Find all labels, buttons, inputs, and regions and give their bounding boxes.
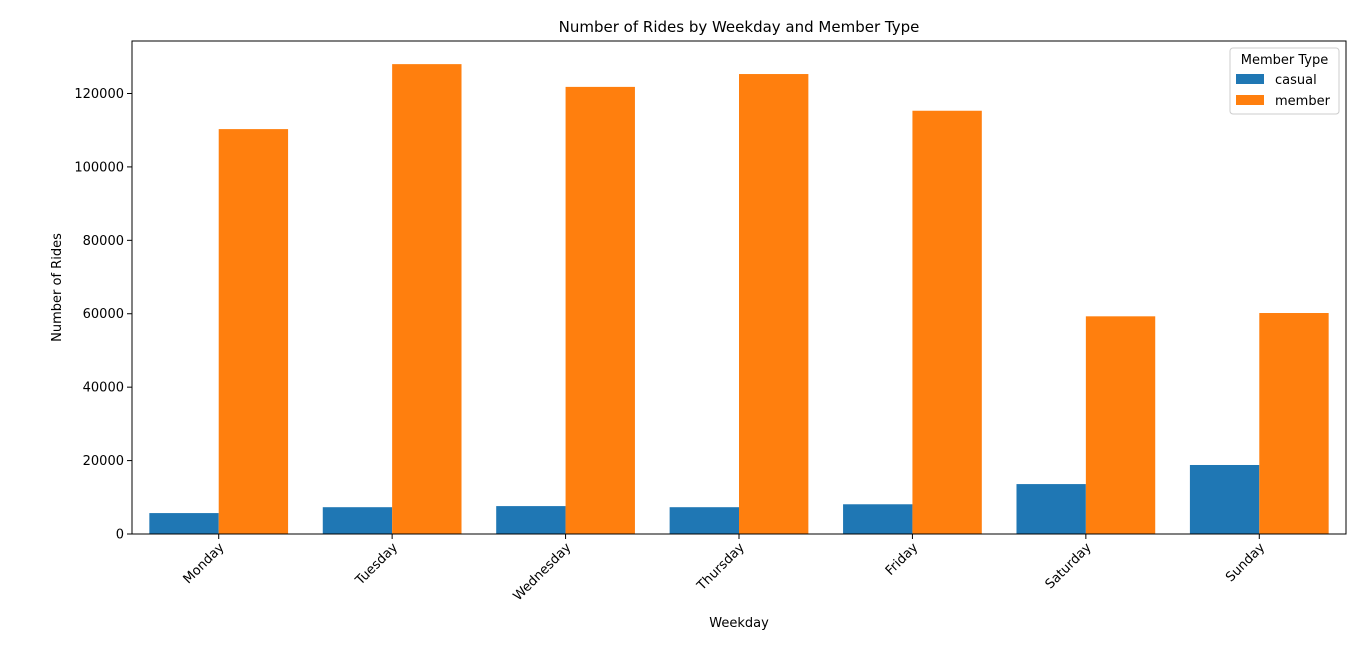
x-tick-label-thursday: Thursday (694, 540, 748, 594)
y-tick-label: 100000 (74, 160, 124, 175)
plot-frame (131, 40, 1347, 535)
y-tick-label: 40000 (83, 381, 124, 396)
bar-member-thursday (739, 74, 809, 534)
x-tick-label-wednesday: Wednesday (511, 540, 575, 604)
legend-label-member: member (1275, 94, 1331, 109)
bar-member-tuesday (392, 64, 462, 534)
bar-casual-monday (149, 513, 219, 534)
x-axis-label: Weekday (709, 616, 769, 631)
legend-items: casual member (1236, 73, 1331, 109)
bar-member-friday (912, 110, 982, 534)
y-tick-label: 60000 (83, 307, 124, 322)
y-tick-label: 0 (116, 528, 124, 543)
x-tick-label-monday: Monday (181, 540, 228, 587)
x-tick-label-friday: Friday (883, 540, 922, 579)
bar-member-saturday (1085, 316, 1156, 534)
chart-title: Number of Rides by Weekday and Member Ty… (559, 18, 920, 36)
bar-casual-sunday (1189, 464, 1260, 534)
bar-casual-tuesday (322, 507, 393, 534)
y-axis-label: Number of Rides (50, 233, 65, 342)
x-tick-label-sunday: Sunday (1223, 540, 1268, 585)
bar-member-wednesday (565, 86, 635, 534)
bar-casual-wednesday (496, 506, 566, 534)
y-tick-label: 80000 (83, 234, 124, 249)
bar-member-sunday (1259, 313, 1329, 534)
legend-title: Member Type (1241, 53, 1328, 68)
plot-area: 0 20000 40000 60000 80000 100000 120000 Monday T… (74, 64, 1329, 604)
bar-casual-saturday (1016, 484, 1086, 534)
legend-swatch-member (1236, 95, 1264, 105)
legend-label-casual: casual (1275, 73, 1317, 88)
legend: Member Type casual member (1229, 47, 1340, 115)
legend-swatch-casual (1236, 74, 1264, 84)
bar-casual-friday (843, 504, 913, 534)
bar-casual-thursday (669, 507, 739, 534)
x-tick-label-saturday: Saturday (1043, 540, 1095, 592)
y-tick-label: 120000 (74, 87, 124, 102)
x-tick-label-tuesday: Tuesday (352, 540, 401, 589)
y-tick-label: 20000 (83, 454, 124, 469)
bar-member-monday (218, 129, 289, 534)
